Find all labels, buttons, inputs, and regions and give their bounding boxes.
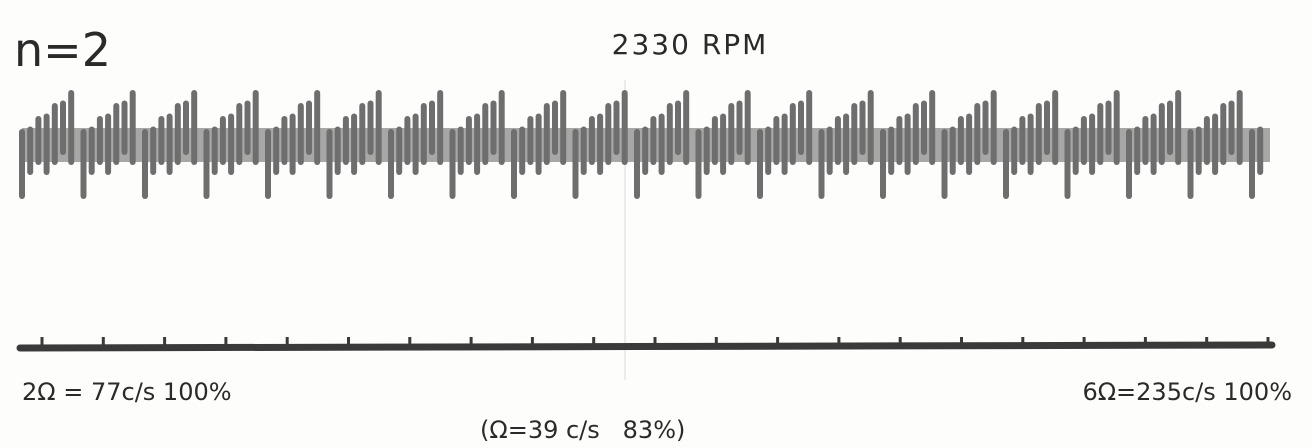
timing-marks [40, 337, 1270, 346]
speed-label: 2330 RPM [612, 28, 769, 61]
mode-label: n=2 [14, 23, 111, 77]
right-caption: 6Ω=235c/s 100% [1082, 378, 1292, 406]
center-caption: (Ω=39 c/s 83%) [480, 416, 685, 444]
reference-trace [16, 341, 1276, 352]
waveform-trace [19, 90, 1270, 199]
left-caption: 2Ω = 77c/s 100% [22, 378, 232, 406]
